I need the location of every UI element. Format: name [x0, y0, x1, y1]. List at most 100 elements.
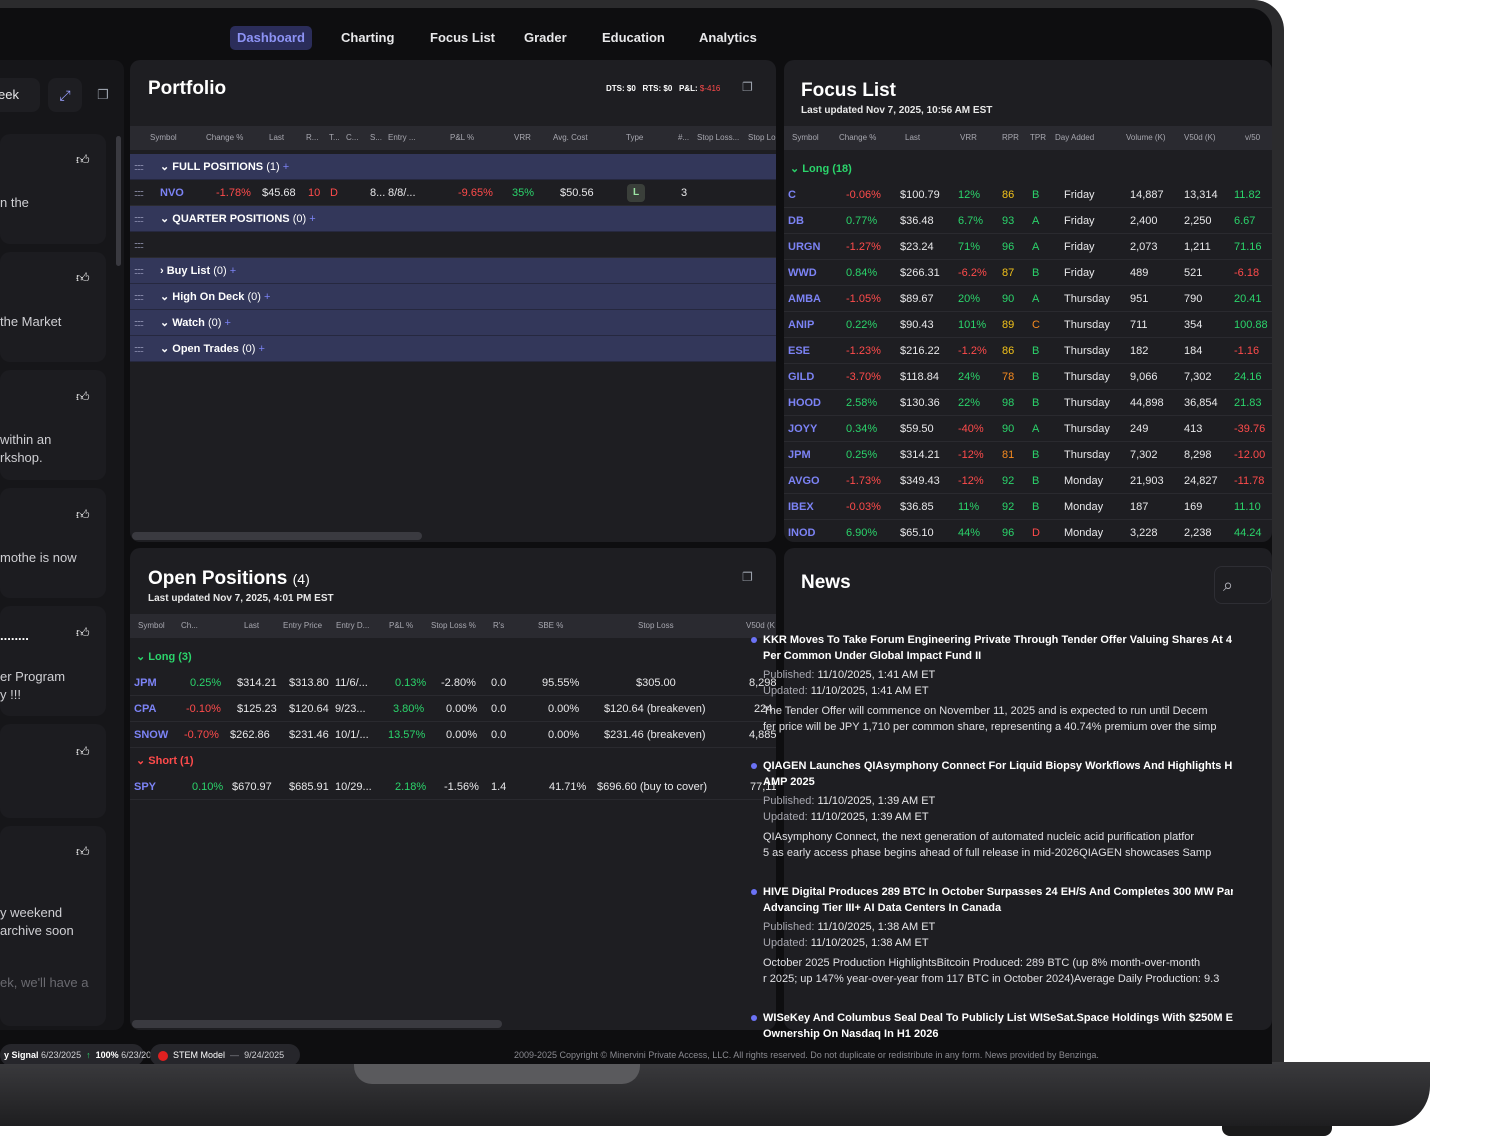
news-headline[interactable]: AMP 2025	[763, 776, 815, 788]
nav-education[interactable]: Education	[602, 30, 665, 45]
thumbs-up-icon[interactable]: 👍︎	[76, 507, 90, 522]
col-header[interactable]: Type	[626, 133, 644, 142]
chevron-down-icon[interactable]: ⌄	[160, 213, 170, 225]
col-header[interactable]: S...	[370, 133, 383, 142]
table-row[interactable]: SNOW -0.70% $262.86 $231.46 10/1/... 13.…	[130, 722, 776, 748]
table-row[interactable]: ANIP 0.22% $90.43 101% 89 C Thursday 711 354 100.…	[784, 312, 1272, 338]
table-row[interactable]: HOOD 2.58% $130.36 22% 98 B Thursday 44,898 36,8…	[784, 390, 1272, 416]
table-row[interactable]: :::::: NVO -1.78% $45.68 10 D 8... 8/8/.…	[130, 180, 776, 206]
add-icon[interactable]: +	[263, 291, 271, 303]
col-header[interactable]: Symbol	[792, 133, 819, 142]
drag-handle-icon[interactable]: ::::::	[134, 214, 144, 224]
news-headline[interactable]: Per Common Under Global Impact Fund II	[763, 650, 982, 662]
col-header[interactable]: Change %	[839, 133, 877, 142]
col-header[interactable]: Stop Lo	[748, 133, 776, 142]
news-headline[interactable]: WISeKey And Columbus Seal Deal To Public…	[763, 1012, 1233, 1024]
chevron-right-icon[interactable]: ›	[160, 265, 164, 277]
drag-handle-icon[interactable]: ::::::	[134, 344, 144, 354]
col-header[interactable]: C...	[346, 133, 359, 142]
add-icon[interactable]: +	[258, 343, 265, 355]
nav-dashboard[interactable]: Dashboard	[230, 26, 312, 50]
announcement-card[interactable]	[0, 488, 106, 598]
copy-icon[interactable]: ❐	[742, 570, 753, 584]
col-header[interactable]: v/50	[1245, 133, 1261, 142]
table-row[interactable]: URGN -1.27% $23.24 71% 96 A Friday 2,073 1,211 71…	[784, 234, 1272, 260]
col-header[interactable]: VRR	[514, 133, 531, 142]
chevron-down-icon[interactable]: ⌄	[160, 343, 170, 355]
drag-handle-icon[interactable]: ::::::	[134, 162, 144, 172]
expand-icon[interactable]: ⤢	[48, 78, 82, 112]
col-header[interactable]: Stop Loss	[638, 621, 674, 630]
col-header[interactable]: Stop Loss %	[431, 621, 476, 630]
col-header[interactable]: Symbol	[138, 621, 165, 630]
table-row[interactable]: JPM 0.25% $314.21 -12% 81 B Thursday 7,302 8,298…	[784, 442, 1272, 468]
col-header[interactable]: Stop Loss...	[697, 133, 740, 142]
cell-symbol[interactable]: INOD	[788, 527, 816, 539]
table-row[interactable]: AVGO -1.73% $349.43 -12% 92 B Monday 21,903 24,8…	[784, 468, 1272, 494]
signal-pill[interactable]	[0, 1044, 144, 1064]
add-icon[interactable]: +	[309, 213, 316, 225]
announcement-card[interactable]	[0, 606, 106, 716]
announcement-card[interactable]	[0, 370, 106, 480]
copy-icon[interactable]: ❐	[97, 87, 109, 102]
col-header[interactable]: Last	[269, 133, 285, 142]
nav-grader[interactable]: Grader	[524, 30, 567, 45]
thumbs-up-icon[interactable]: 👍︎	[76, 152, 90, 167]
table-row[interactable]: WWD 0.84% $266.31 -6.2% 87 B Friday 489 521 -6.18	[784, 260, 1272, 286]
drag-handle-icon[interactable]: ::::::	[134, 188, 144, 198]
thumbs-up-icon[interactable]: 👍︎	[76, 844, 90, 859]
col-header[interactable]: T...	[329, 133, 340, 142]
news-headline[interactable]: Ownership On Nasdaq In H1 2026	[763, 1028, 939, 1040]
col-header[interactable]: Entry Price	[283, 621, 323, 630]
sidebar-scrollbar[interactable]	[116, 136, 121, 266]
cell-symbol[interactable]: JPM	[134, 677, 157, 689]
col-header[interactable]: Entry D...	[336, 621, 370, 630]
cell-symbol[interactable]: NVO	[160, 187, 184, 199]
drag-handle-icon[interactable]: ::::::	[134, 318, 144, 328]
col-header[interactable]: P&L %	[450, 133, 475, 142]
col-header[interactable]: V50d (K)	[1184, 133, 1216, 142]
cell-symbol[interactable]: ANIP	[788, 319, 815, 331]
cell-symbol[interactable]: AVGO	[788, 475, 820, 487]
group-row-watch[interactable]: :::::: ⌄ Watch (0) +	[130, 310, 776, 336]
col-header[interactable]: Last	[905, 133, 921, 142]
group-row-open-trades[interactable]: :::::: ⌄ Open Trades (0) +	[130, 336, 776, 362]
news-headline[interactable]: Advancing Tier III+ AI Data Centers In C…	[763, 902, 1002, 914]
news-headline[interactable]: KKR Moves To Take Forum Engineering Priv…	[763, 634, 1233, 646]
table-row[interactable]: INOD 6.90% $65.10 44% 96 D Monday 3,228 2,238 44.…	[784, 520, 1272, 542]
col-header[interactable]: TPR	[1030, 133, 1046, 142]
cell-symbol[interactable]: DB	[788, 215, 804, 227]
col-header[interactable]: Ch...	[181, 621, 198, 630]
col-header[interactable]: VRR	[960, 133, 977, 142]
horizontal-scrollbar[interactable]	[132, 1020, 502, 1028]
group-row-full-positions[interactable]: :::::: ⌄ FULL POSITIONS (1) +	[130, 154, 776, 180]
table-row[interactable]: JPM 0.25% $314.21 $313.80 11/6/... 0.13%…	[130, 670, 776, 696]
nav-analytics[interactable]: Analytics	[699, 30, 757, 45]
col-header[interactable]: P&L %	[389, 621, 414, 630]
search-icon[interactable]: ⌕	[1214, 566, 1272, 604]
col-header[interactable]: R's	[493, 621, 505, 630]
chevron-down-icon[interactable]: ⌄	[160, 291, 170, 303]
add-icon[interactable]: +	[224, 317, 231, 329]
table-row[interactable]: DB 0.77% $36.48 6.7% 93 A Friday 2,400 2,250 6.67	[784, 208, 1272, 234]
col-header[interactable]: R...	[306, 133, 319, 142]
announcement-card[interactable]	[0, 724, 106, 818]
add-icon[interactable]: +	[282, 161, 290, 173]
chevron-down-icon[interactable]: ⌄	[160, 317, 170, 329]
table-row[interactable]: IBEX -0.03% $36.85 11% 92 B Monday 187 169 11.10	[784, 494, 1272, 520]
cell-symbol[interactable]: IBEX	[788, 501, 814, 513]
table-row[interactable]: CPA -0.10% $125.23 $120.64 9/23... 3.80%…	[130, 696, 776, 722]
thumbs-up-icon[interactable]: 👍︎	[76, 625, 90, 640]
drag-handle-icon[interactable]: ::::::	[134, 266, 144, 276]
cell-symbol[interactable]: GILD	[788, 371, 815, 383]
add-icon[interactable]: +	[229, 265, 237, 277]
nav-charting[interactable]: Charting	[341, 30, 395, 45]
announcement-card[interactable]	[0, 134, 106, 244]
horizontal-scrollbar[interactable]	[132, 532, 422, 540]
col-header[interactable]: Volume (K)	[1126, 133, 1166, 142]
table-row[interactable]: C -0.06% $100.79 12% 86 B Friday 14,887 13,314 11…	[784, 182, 1272, 208]
col-header[interactable]: Entry ...	[388, 133, 416, 142]
cell-symbol[interactable]: SNOW	[134, 729, 169, 741]
col-header[interactable]: Avg. Cost	[553, 133, 588, 142]
cell-symbol[interactable]: HOOD	[788, 397, 821, 409]
